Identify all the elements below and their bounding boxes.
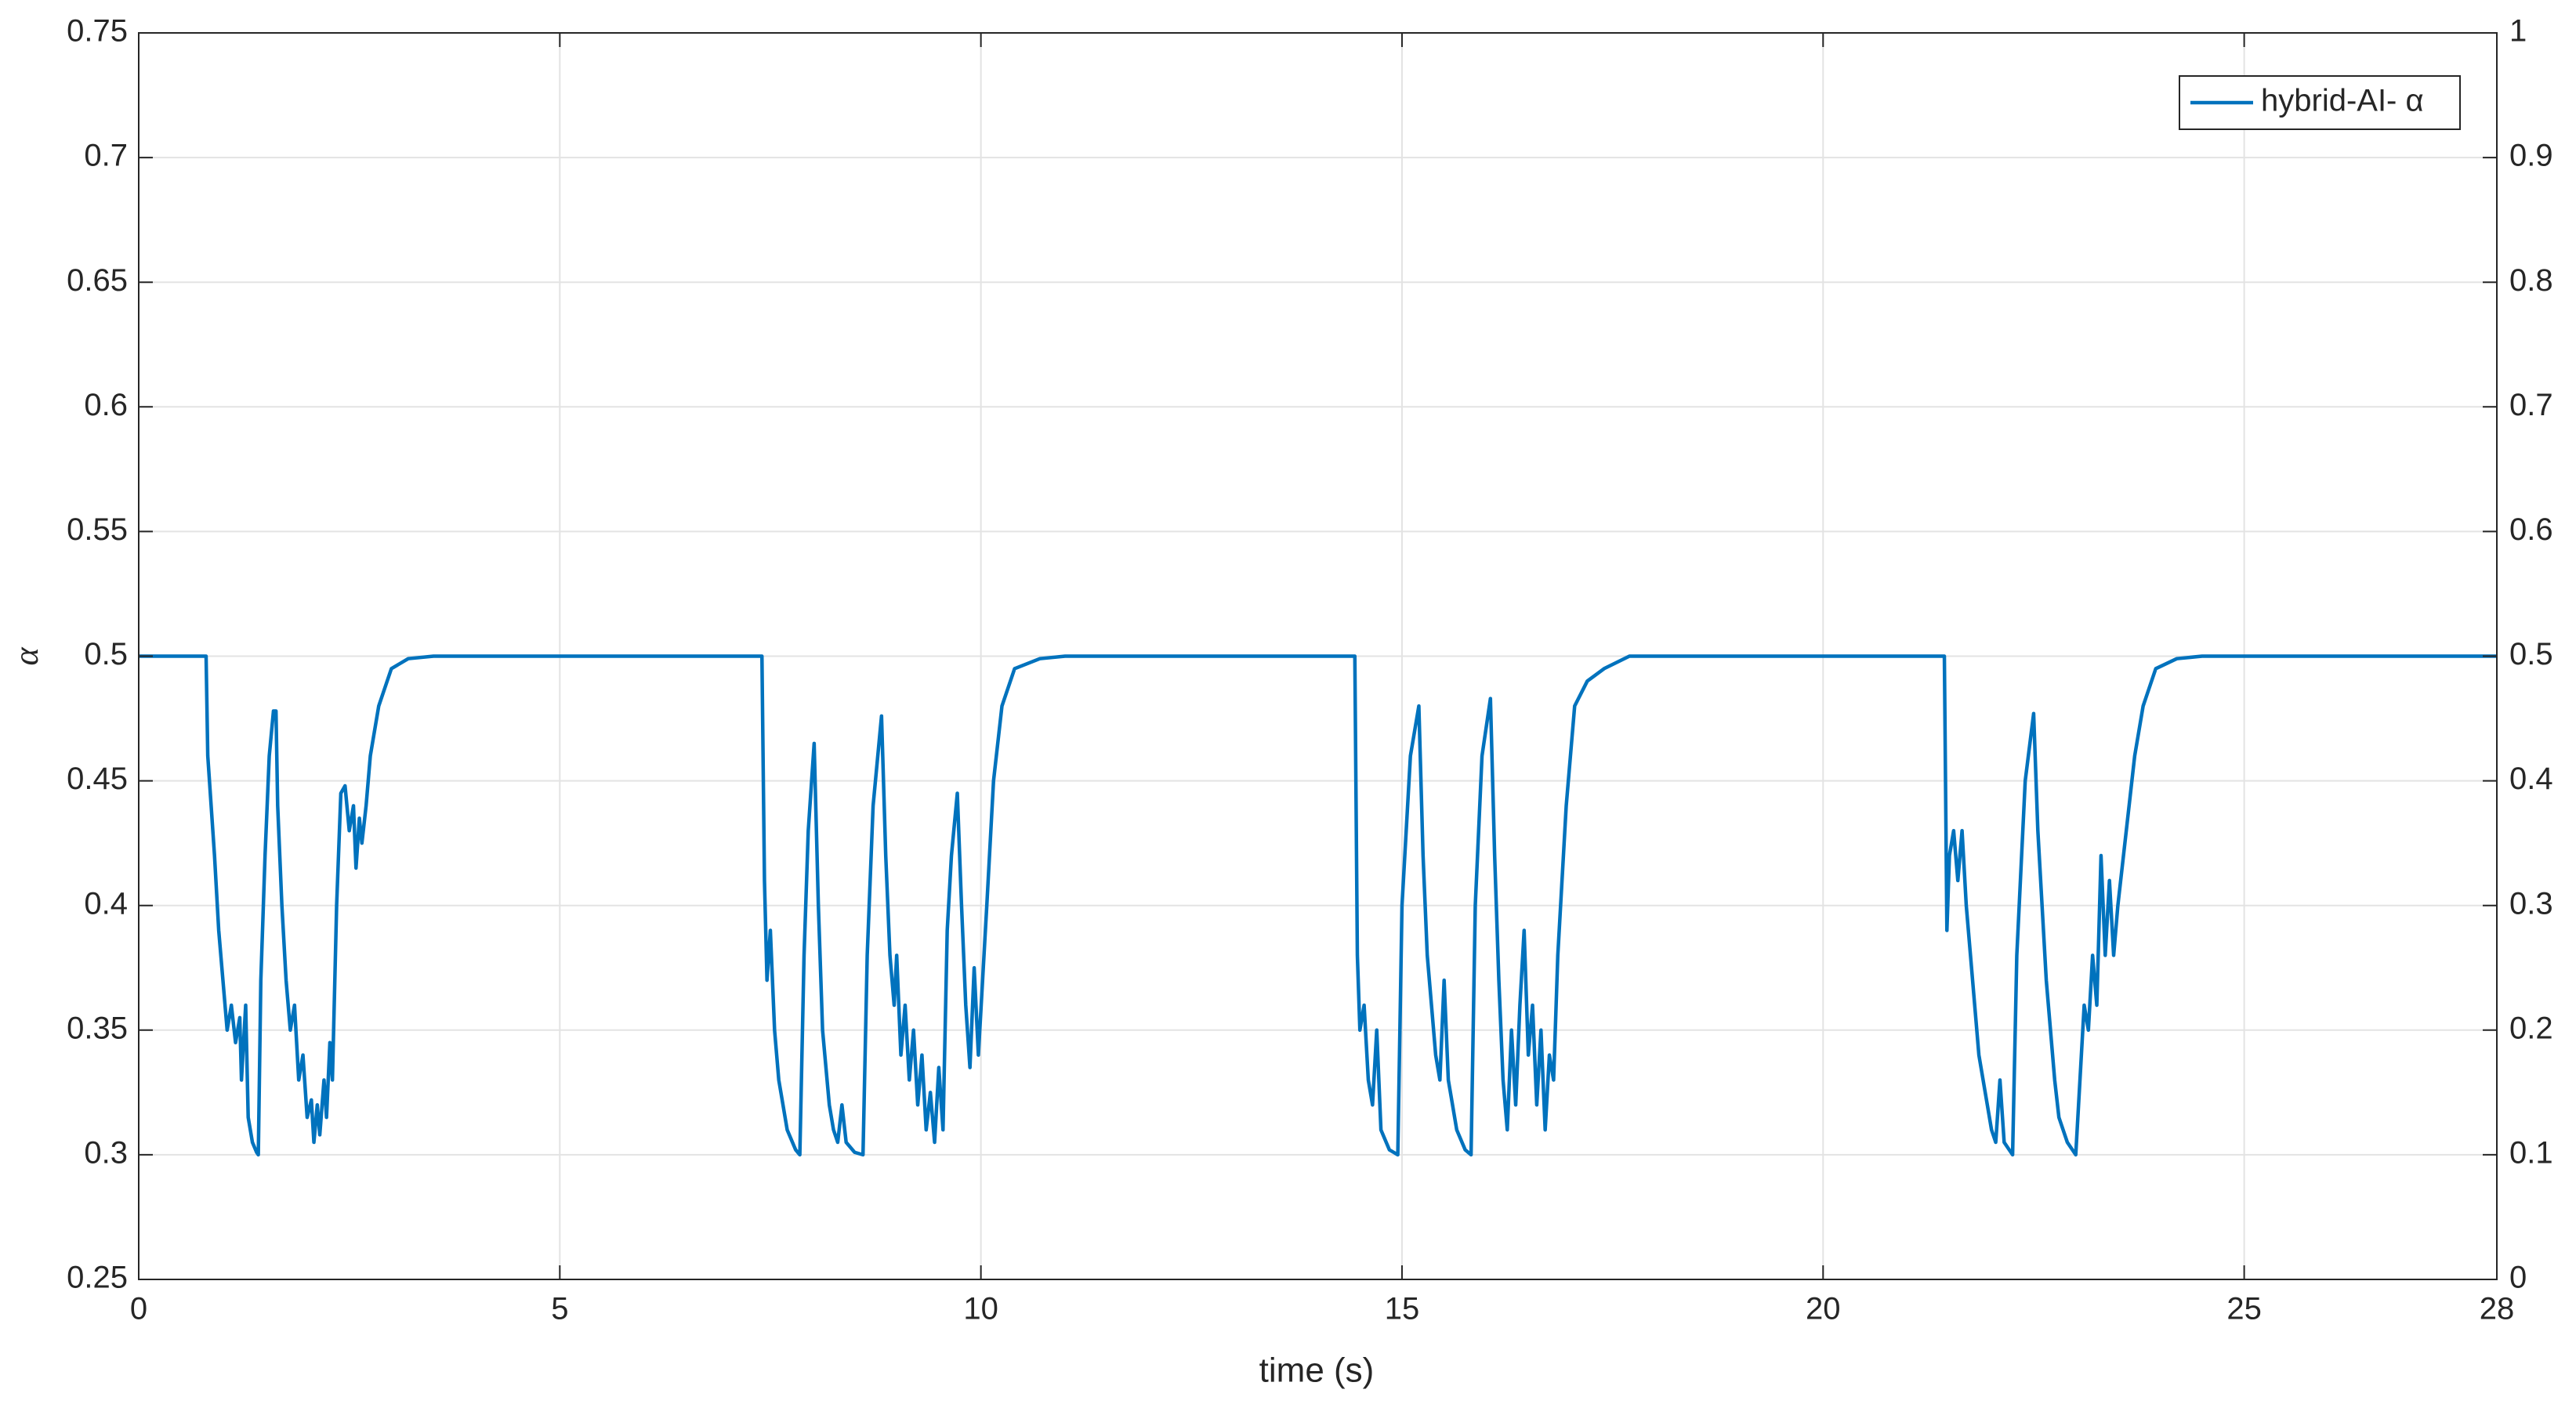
x-tick-label: 28 bbox=[2480, 1292, 2515, 1326]
y2-tick-label: 0.1 bbox=[2509, 1135, 2553, 1170]
legend-label: hybrid-AI- α bbox=[2261, 84, 2424, 118]
y-tick-label: 0.65 bbox=[67, 263, 128, 298]
y2-tick-label: 0.5 bbox=[2509, 637, 2553, 671]
x-tick-label: 0 bbox=[130, 1292, 147, 1326]
legend: hybrid-AI- α bbox=[2179, 75, 2461, 130]
y2-tick-label: 0.7 bbox=[2509, 388, 2553, 422]
y2-tick-label: 0 bbox=[2509, 1261, 2527, 1295]
series-line bbox=[139, 654, 2497, 1157]
x-tick-label: 10 bbox=[963, 1292, 998, 1326]
y-tick-label: 0.4 bbox=[84, 886, 128, 921]
y-tick-label: 0.3 bbox=[84, 1135, 128, 1170]
x-tick-label: 15 bbox=[1385, 1292, 1420, 1326]
y2-tick-label: 0.6 bbox=[2509, 512, 2553, 547]
y2-tick-label: 0.3 bbox=[2509, 886, 2553, 921]
y-tick-label: 0.75 bbox=[67, 14, 128, 49]
plot-area bbox=[139, 654, 2497, 1157]
y2-tick-label: 1 bbox=[2509, 14, 2527, 49]
axes-box bbox=[138, 32, 2498, 1280]
y-tick-label: 0.5 bbox=[84, 637, 128, 671]
y-tick-label: 0.6 bbox=[84, 388, 128, 422]
y-tick-label: 0.55 bbox=[67, 512, 128, 547]
axes: 0 5 10 15 20 25 280.250.30.350.40.450.50.550.6… bbox=[67, 14, 2552, 1326]
x-tick-label: 5 bbox=[551, 1292, 568, 1326]
x-axis-label: time (s) bbox=[1259, 1352, 1375, 1390]
y2-tick-label: 0.9 bbox=[2509, 139, 2553, 173]
y2-tick-label: 0.4 bbox=[2509, 762, 2553, 796]
y2-tick-label: 0.2 bbox=[2509, 1011, 2553, 1045]
y-tick-label: 0.35 bbox=[67, 1011, 128, 1045]
y-tick-label: 0.7 bbox=[84, 139, 128, 173]
y-tick-label: 0.25 bbox=[67, 1261, 128, 1295]
y-tick-label: 0.45 bbox=[67, 762, 128, 796]
x-tick-label: 20 bbox=[1806, 1292, 1841, 1326]
y-axis-label: α bbox=[7, 647, 45, 666]
y2-tick-label: 0.8 bbox=[2509, 263, 2553, 298]
x-tick-label: 25 bbox=[2226, 1292, 2262, 1326]
